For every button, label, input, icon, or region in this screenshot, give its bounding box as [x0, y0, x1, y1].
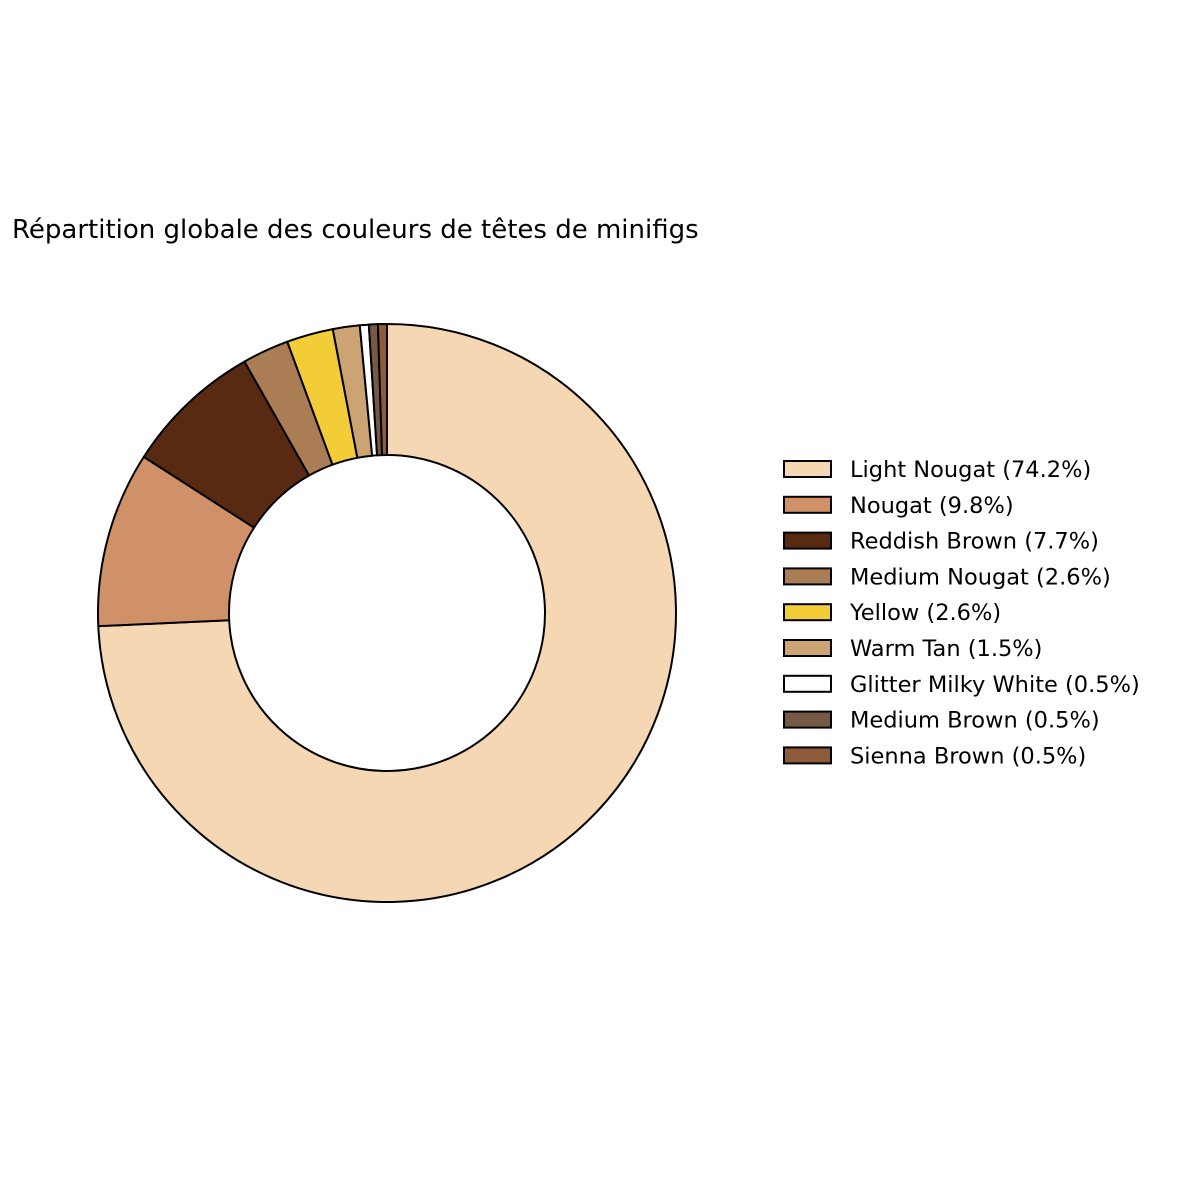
slice-sienna-brown: [376, 323, 388, 457]
legend-swatch: [783, 531, 832, 550]
legend-swatch: [783, 746, 832, 765]
legend-label: Medium Brown (0.5%): [850, 708, 1100, 734]
slice-light-nougat: [97, 323, 677, 903]
legend-label: Warm Tan (1.5%): [850, 636, 1042, 662]
legend-label: Reddish Brown (7.7%): [850, 529, 1099, 555]
legend: Light Nougat (74.2%) Nougat (9.8%) Reddish…: [783, 457, 1140, 769]
legend-label: Glitter Milky White (0.5%): [850, 672, 1140, 698]
slices: [97, 323, 677, 903]
legend-label: Medium Nougat (2.6%): [850, 564, 1111, 590]
legend-label: Yellow (2.6%): [849, 600, 1001, 626]
legend-label: Nougat (9.8%): [850, 493, 1014, 519]
legend-swatch: [783, 460, 832, 478]
legend-swatch: [783, 603, 832, 622]
legend-swatch: [783, 639, 832, 657]
legend-swatch: [783, 674, 832, 693]
legend-label: Sienna Brown (0.5%): [850, 743, 1086, 769]
legend-swatch: [783, 710, 832, 729]
legend-swatch: [783, 495, 832, 514]
chart-title: Répartition globale des couleurs de tête…: [12, 215, 699, 245]
legend-label: Light Nougat (74.2%): [850, 457, 1091, 483]
legend-swatch: [783, 567, 832, 586]
